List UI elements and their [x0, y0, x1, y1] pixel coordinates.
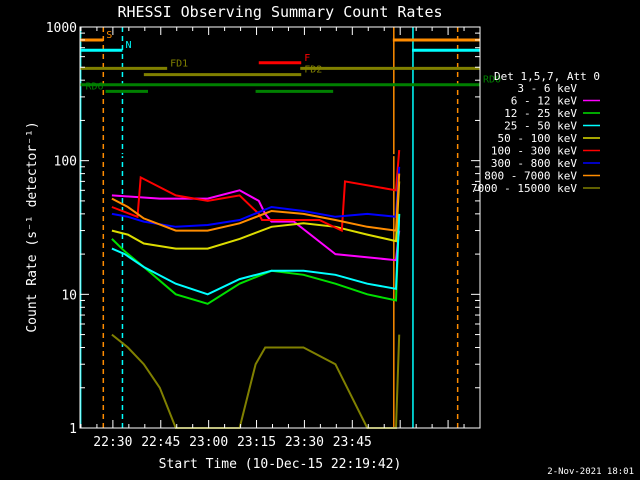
chart-title: RHESSI Observing Summary Count Rates [117, 3, 442, 21]
flag-bar-label: FD1 [170, 58, 188, 69]
legend-entry-label: 3 - 6 keV [517, 82, 577, 95]
y-tick-label: 1000 [46, 21, 77, 36]
flag-bar-label: S [106, 30, 112, 41]
flag-bar-label: RD0 [483, 75, 501, 86]
legend-title: Det 1,5,7, Att 0 [494, 70, 600, 83]
plot-frame [79, 26, 481, 429]
y-tick-label: 1 [69, 422, 77, 437]
flag-bar-label: N [125, 40, 131, 51]
flag-bars: S N F FD1 FD2 RD0 RD6 [80, 30, 501, 93]
y-tick-label: 100 [54, 155, 77, 170]
legend-entry-label: 12 - 25 keV [504, 107, 577, 120]
flag-bar-label: F [304, 53, 310, 64]
x-axis-label: Start Time (10-Dec-15 22:19:42) [159, 457, 402, 472]
y-axis-label: Count Rate (s⁻¹ detector⁻¹) [25, 121, 40, 332]
flag-bar-label: FD2 [304, 65, 322, 76]
series-line [111, 145, 401, 197]
x-tick-label: 22:30 [93, 435, 132, 450]
legend-entry-label: 800 - 7000 keV [484, 170, 577, 183]
series-line [111, 181, 401, 250]
legend-entry-label: 300 - 800 keV [491, 157, 577, 170]
flag-bar-label: RD6 [85, 81, 103, 92]
x-tick-label: 23:00 [189, 435, 228, 450]
x-tick-label: 22:45 [141, 435, 180, 450]
series-lines [111, 145, 401, 429]
x-tick-label: 23:15 [237, 435, 276, 450]
series-line [111, 150, 401, 233]
series-line [111, 213, 401, 296]
series-line [111, 166, 401, 228]
series-line [111, 333, 401, 429]
tick-labels: 1 10 100 1000 22:30 22:45 23:00 23:15 23:30 23:45 [46, 21, 372, 450]
series-line [111, 173, 401, 232]
vertical-markers [79, 27, 459, 428]
footer-timestamp: 2-Nov-2021 18:01 [547, 467, 634, 477]
legend-entry-label: 25 - 50 keV [504, 120, 577, 133]
y-tick-label: 10 [61, 288, 77, 303]
legend-entry-label: 50 - 100 keV [498, 132, 578, 145]
x-tick-label: 23:30 [285, 435, 324, 450]
axes [79, 26, 481, 429]
legend-entry-label: 6 - 12 keV [511, 95, 578, 108]
legend-entry-label: 100 - 300 keV [491, 145, 577, 158]
x-tick-label: 23:45 [333, 435, 372, 450]
legend-entry-label: 7000 - 15000 keV [471, 182, 577, 195]
